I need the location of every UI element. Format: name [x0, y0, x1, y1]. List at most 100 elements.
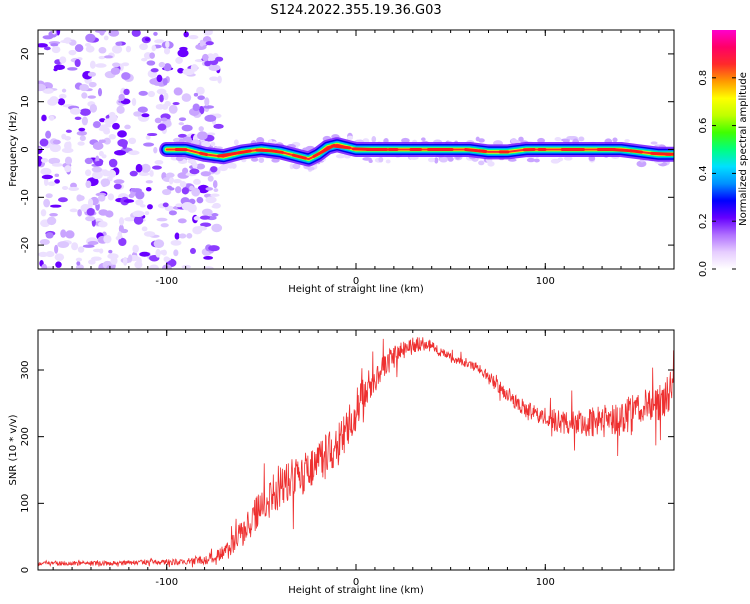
noise-blob — [49, 116, 54, 121]
noise-blob — [203, 256, 213, 260]
noise-blob — [59, 94, 67, 99]
noise-blob — [75, 44, 84, 52]
noise-blob — [214, 188, 219, 192]
noise-blob — [98, 195, 105, 202]
noise-blob — [88, 72, 96, 77]
noise-blob — [183, 69, 195, 76]
noise-blob — [103, 235, 111, 243]
noise-blob — [98, 209, 108, 215]
spectrogram-y-tick-label: 10 — [20, 95, 31, 108]
noise-blob — [80, 108, 91, 115]
noise-blob — [89, 82, 97, 87]
noise-blob — [191, 188, 200, 197]
noise-blob — [179, 117, 186, 121]
noise-blob — [149, 170, 153, 177]
noise-blob — [80, 135, 86, 141]
noise-blob — [92, 171, 103, 179]
noise-blob — [213, 180, 218, 188]
noise-blob — [193, 179, 201, 185]
noise-blob — [201, 171, 211, 176]
noise-blob — [209, 76, 219, 81]
noise-blob — [101, 179, 107, 187]
noise-blob — [111, 67, 120, 75]
noise-blob — [153, 147, 157, 153]
noise-blob — [68, 50, 76, 56]
snr-y-tick-label: 300 — [20, 360, 31, 379]
spectrogram-y-tick-label: 20 — [20, 48, 31, 61]
noise-blob — [41, 115, 47, 122]
noise-blob — [128, 138, 136, 145]
snr-x-tick-label: -100 — [155, 577, 178, 588]
halo-blob — [378, 157, 383, 163]
noise-blob — [202, 54, 209, 61]
noise-blob — [175, 203, 182, 207]
noise-blob — [162, 189, 171, 195]
noise-blob — [85, 216, 95, 221]
noise-blob — [117, 139, 128, 147]
noise-blob — [138, 172, 149, 176]
noise-blob — [66, 130, 72, 133]
noise-blob — [75, 59, 81, 67]
noise-blob — [98, 47, 106, 54]
noise-blob — [90, 61, 96, 69]
noise-blob — [49, 213, 58, 217]
halo-blob — [527, 158, 535, 162]
noise-blob — [182, 187, 189, 194]
noise-blob — [41, 264, 47, 272]
noise-blob — [123, 199, 134, 203]
halo-blob — [551, 159, 560, 164]
noise-blob — [59, 56, 66, 63]
noise-blob — [133, 111, 141, 116]
noise-blob — [161, 118, 168, 122]
noise-blob — [189, 168, 199, 174]
noise-blob — [50, 205, 61, 208]
noise-blob — [108, 193, 114, 200]
noise-blob — [95, 63, 107, 67]
noise-blob — [145, 37, 150, 41]
noise-blob — [160, 250, 165, 254]
noise-blob — [156, 218, 167, 222]
colorbar-tick-label: 0.8 — [698, 70, 709, 86]
noise-blob — [76, 194, 82, 201]
noise-blob — [173, 102, 180, 105]
colorbar-tick-label: 0.6 — [698, 118, 709, 134]
noise-blob — [112, 123, 120, 130]
noise-blob — [126, 46, 131, 53]
noise-blob — [165, 258, 171, 261]
noise-blob — [212, 205, 220, 209]
spectrogram-y-tick-label: 0 — [20, 146, 31, 152]
ridge-peak — [238, 151, 250, 153]
noise-blob — [159, 62, 165, 68]
noise-blob — [194, 216, 200, 220]
halo-blob — [651, 141, 658, 144]
noise-blob — [210, 166, 217, 172]
noise-blob — [109, 159, 117, 168]
noise-blob — [197, 197, 204, 203]
noise-blob — [108, 170, 116, 178]
halo-blob — [371, 136, 376, 143]
noise-blob — [95, 161, 103, 166]
halo-blob — [421, 137, 426, 140]
noise-blob — [58, 98, 65, 105]
halo-blob — [564, 156, 573, 160]
noise-blob — [145, 211, 150, 215]
spectrogram-x-tick-label: 100 — [536, 276, 555, 287]
ridge-peak — [332, 146, 349, 148]
noise-blob — [146, 187, 152, 191]
noise-blob — [124, 125, 131, 130]
noise-blob — [134, 216, 143, 225]
noise-blob — [149, 264, 159, 272]
noise-blob — [123, 257, 127, 266]
noise-blob — [62, 186, 68, 190]
noise-blob — [205, 187, 213, 191]
noise-blob — [79, 84, 89, 91]
noise-blob — [114, 184, 122, 190]
noise-blob — [173, 249, 178, 256]
halo-blob — [211, 142, 216, 147]
halo-blob — [336, 154, 345, 158]
halo-blob — [188, 160, 197, 164]
noise-blob — [85, 34, 95, 43]
ridge-peak — [257, 150, 271, 151]
